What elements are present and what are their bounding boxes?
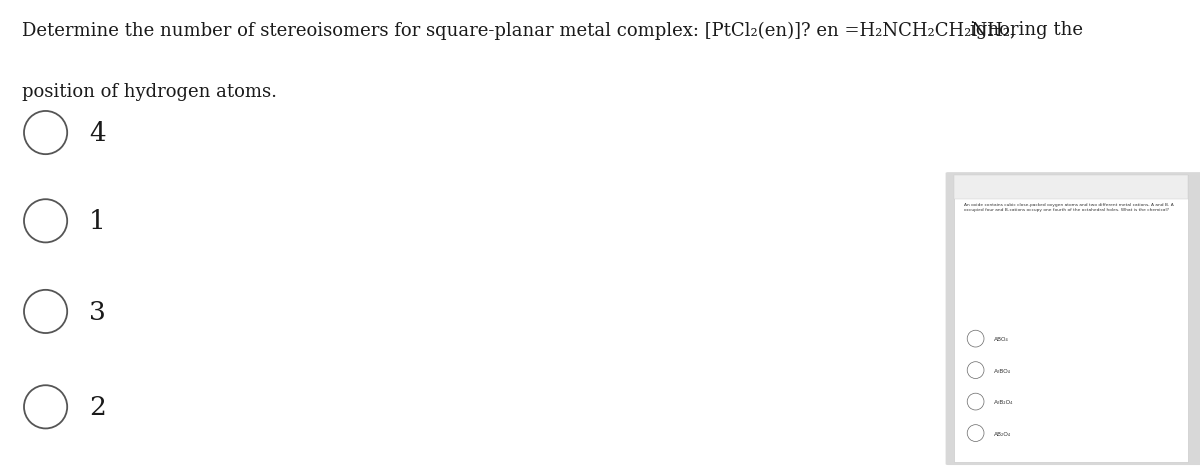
FancyBboxPatch shape bbox=[954, 176, 1188, 462]
Text: 4: 4 bbox=[89, 121, 106, 146]
Text: A₂BO₄: A₂BO₄ bbox=[994, 368, 1010, 373]
Text: An oxide contains cubic close-packed oxygen atoms and two different metal cation: An oxide contains cubic close-packed oxy… bbox=[964, 202, 1174, 211]
Text: A₂B₂O₄: A₂B₂O₄ bbox=[994, 399, 1013, 404]
Text: AB₂O₄: AB₂O₄ bbox=[994, 431, 1010, 436]
FancyBboxPatch shape bbox=[954, 176, 1188, 200]
Text: ABO₄: ABO₄ bbox=[994, 337, 1008, 341]
Text: 3: 3 bbox=[89, 299, 106, 324]
Text: 2: 2 bbox=[89, 395, 106, 419]
FancyBboxPatch shape bbox=[946, 173, 1200, 465]
Text: position of hydrogen atoms.: position of hydrogen atoms. bbox=[22, 83, 277, 101]
Text: ignoring the: ignoring the bbox=[970, 21, 1082, 40]
Text: Determine the number of stereoisomers for square-planar metal complex: [PtCl₂(en: Determine the number of stereoisomers fo… bbox=[22, 21, 1015, 40]
Text: 1: 1 bbox=[89, 209, 106, 234]
